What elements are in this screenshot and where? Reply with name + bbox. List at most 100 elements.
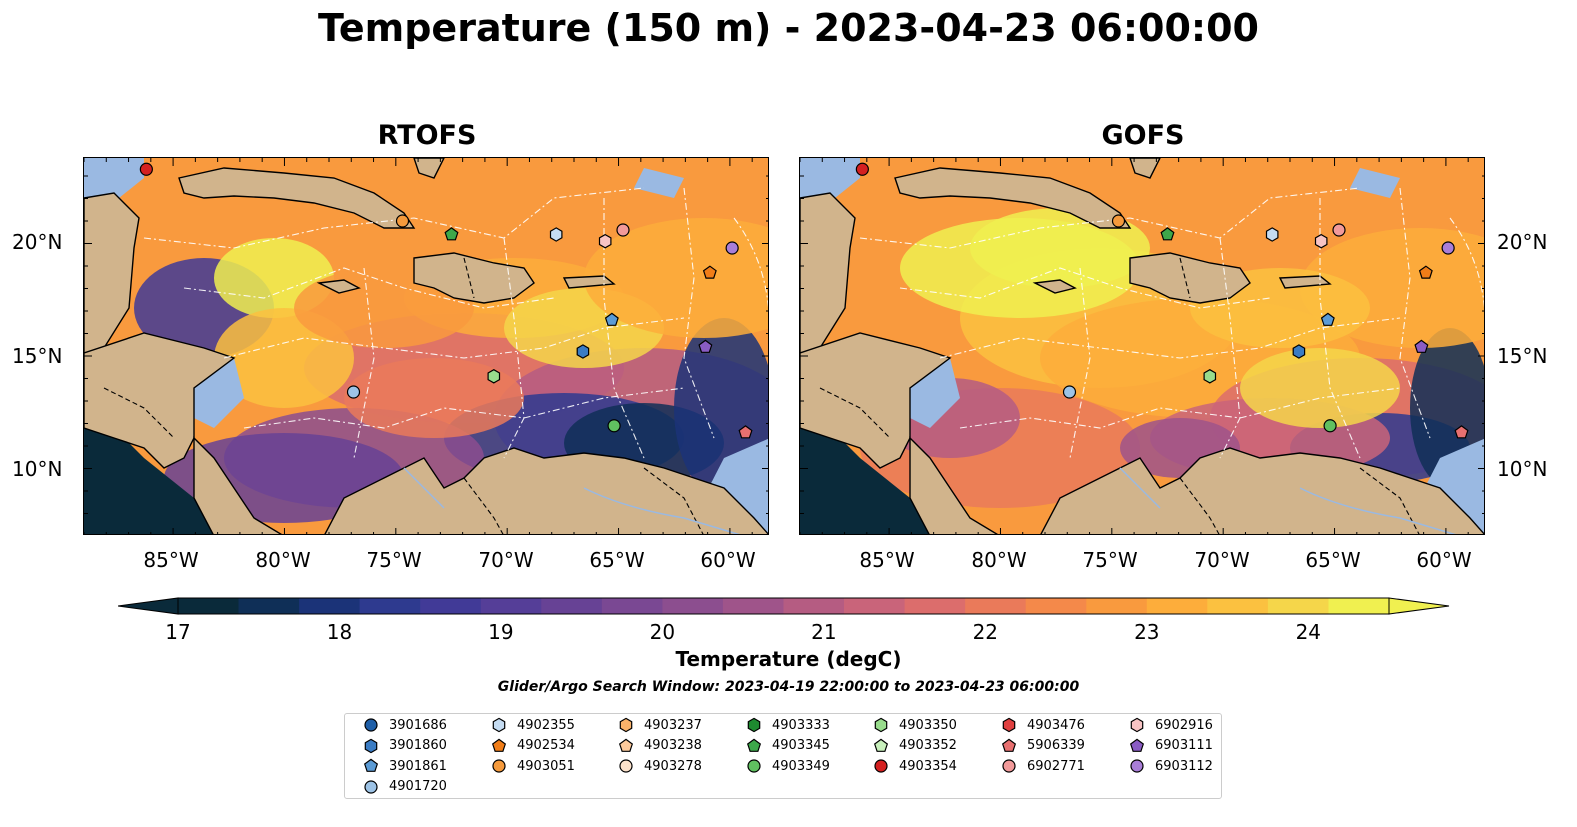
colorbar-label: Temperature (degC) bbox=[0, 647, 1577, 671]
float-6902771[interactable] bbox=[617, 224, 629, 236]
colorbar-segment bbox=[1147, 598, 1208, 614]
circle-marker-icon[interactable] bbox=[748, 760, 760, 772]
pentagon-marker-icon[interactable] bbox=[620, 739, 633, 751]
colorbar-segment bbox=[1268, 598, 1329, 614]
colorbar-tick-label: 22 bbox=[973, 620, 998, 644]
colorbar-segment bbox=[662, 598, 723, 614]
float-4903051[interactable] bbox=[397, 215, 409, 227]
lon-label-85w-left: 85°W bbox=[143, 548, 198, 572]
pentagon-marker-icon[interactable] bbox=[748, 739, 761, 751]
legend-item-label: 4901720 bbox=[389, 779, 447, 794]
legend-item-label: 3901860 bbox=[389, 738, 447, 753]
legend-item-label: 4903345 bbox=[772, 738, 830, 753]
legend-item-label: 6903112 bbox=[1155, 759, 1213, 774]
hexagon-marker-icon[interactable] bbox=[1131, 718, 1142, 731]
float-6903112[interactable] bbox=[726, 242, 738, 254]
legend-item-4903051: 4903051 bbox=[491, 757, 575, 775]
legend-item-4902355: 4902355 bbox=[491, 716, 575, 734]
lon-label-60w-left: 60°W bbox=[700, 548, 755, 572]
legend-item-label: 4903238 bbox=[644, 738, 702, 753]
float-3901860[interactable] bbox=[1293, 345, 1304, 358]
hexagon-marker-icon[interactable] bbox=[493, 718, 504, 731]
colorbar-tick-label: 23 bbox=[1134, 620, 1159, 644]
pentagon-marker-icon[interactable] bbox=[1003, 739, 1016, 751]
circle-marker-icon[interactable] bbox=[365, 719, 377, 731]
float-3901860[interactable] bbox=[577, 345, 588, 358]
circle-marker-icon[interactable] bbox=[1131, 760, 1143, 772]
colorbar-segment bbox=[481, 598, 542, 614]
pentagon-marker-icon[interactable] bbox=[365, 759, 378, 771]
circle-marker-icon[interactable] bbox=[875, 760, 887, 772]
lat-label-20n-right: 20°N bbox=[1497, 230, 1547, 254]
float-4901720[interactable] bbox=[348, 386, 360, 398]
float-4903051[interactable] bbox=[1113, 215, 1125, 227]
colorbar-tick-label: 24 bbox=[1296, 620, 1321, 644]
lat-label-15n-left: 15°N bbox=[12, 344, 62, 368]
lon-label-80w-left: 80°W bbox=[255, 548, 310, 572]
gofs-map[interactable] bbox=[799, 157, 1485, 535]
figure-title: Temperature (150 m) - 2023-04-23 06:00:0… bbox=[0, 6, 1577, 50]
search-window-text: Glider/Argo Search Window: 2023-04-19 22… bbox=[0, 679, 1577, 695]
colorbar-tick-label: 20 bbox=[650, 620, 675, 644]
colorbar-segment bbox=[1026, 598, 1087, 614]
rtofs-map[interactable] bbox=[83, 157, 769, 535]
colorbar-tick-label: 18 bbox=[327, 620, 352, 644]
hexagon-marker-icon[interactable] bbox=[365, 739, 376, 752]
hexagon-marker-icon[interactable] bbox=[748, 718, 759, 731]
legend-item-4903350: 4903350 bbox=[873, 716, 957, 734]
float-legend: 3901686 3901860 3901861 4901720 4902355 49025… bbox=[344, 713, 1222, 799]
legend-item-label: 4903051 bbox=[517, 759, 575, 774]
float-6902771[interactable] bbox=[1333, 224, 1345, 236]
legend-item-label: 4903476 bbox=[1027, 718, 1085, 733]
legend-item-label: 4903278 bbox=[644, 759, 702, 774]
hexagon-marker-icon[interactable] bbox=[620, 718, 631, 731]
float-4903350[interactable] bbox=[488, 370, 499, 383]
float-4902355[interactable] bbox=[551, 228, 562, 241]
float-4903354[interactable] bbox=[140, 163, 152, 175]
float-4903350[interactable] bbox=[1204, 370, 1215, 383]
legend-item-6902771: 6902771 bbox=[1001, 757, 1085, 775]
colorbar-segment bbox=[844, 598, 905, 614]
pentagon-marker-icon[interactable] bbox=[493, 739, 506, 751]
legend-item-4902534: 4902534 bbox=[491, 737, 575, 755]
colorbar-tick-label: 19 bbox=[488, 620, 513, 644]
float-4903349[interactable] bbox=[608, 420, 620, 432]
legend-item-label: 4903349 bbox=[772, 759, 830, 774]
colorbar-extend-max bbox=[1389, 598, 1449, 614]
circle-marker-icon[interactable] bbox=[365, 781, 377, 793]
legend-item-label: 6902916 bbox=[1155, 718, 1213, 733]
pentagon-marker-icon[interactable] bbox=[875, 739, 888, 751]
colorbar-segment bbox=[239, 598, 300, 614]
float-4902355[interactable] bbox=[1267, 228, 1278, 241]
lon-label-85w-right: 85°W bbox=[859, 548, 914, 572]
lat-label-20n-left: 20°N bbox=[12, 230, 62, 254]
legend-item-4903345: 4903345 bbox=[746, 737, 830, 755]
float-4903349[interactable] bbox=[1324, 420, 1336, 432]
circle-marker-icon[interactable] bbox=[493, 760, 505, 772]
colorbar-tick-label: 17 bbox=[165, 620, 190, 644]
legend-item-label: 4903350 bbox=[899, 718, 957, 733]
float-4901720[interactable] bbox=[1064, 386, 1076, 398]
legend-item-3901860: 3901860 bbox=[363, 737, 447, 755]
hexagon-marker-icon[interactable] bbox=[875, 718, 886, 731]
circle-marker-icon[interactable] bbox=[1003, 760, 1015, 772]
circle-marker-icon[interactable] bbox=[620, 760, 632, 772]
legend-item-label: 4902534 bbox=[517, 738, 575, 753]
legend-item-label: 4903352 bbox=[899, 738, 957, 753]
hexagon-marker-icon[interactable] bbox=[1003, 718, 1014, 731]
pentagon-marker-icon[interactable] bbox=[1131, 739, 1144, 751]
legend-item-label: 4903333 bbox=[772, 718, 830, 733]
float-6903112[interactable] bbox=[1442, 242, 1454, 254]
legend-item-label: 6902771 bbox=[1027, 759, 1085, 774]
float-4903354[interactable] bbox=[856, 163, 868, 175]
colorbar-segment bbox=[1086, 598, 1147, 614]
legend-item-4903238: 4903238 bbox=[618, 737, 702, 755]
float-6902916[interactable] bbox=[600, 235, 611, 248]
legend-item-4903349: 4903349 bbox=[746, 757, 830, 775]
legend-item-6902916: 6902916 bbox=[1129, 716, 1213, 734]
lon-label-65w-right: 65°W bbox=[1305, 548, 1360, 572]
legend-item-6903111: 6903111 bbox=[1129, 737, 1213, 755]
float-6902916[interactable] bbox=[1316, 235, 1327, 248]
lon-label-65w-left: 65°W bbox=[589, 548, 644, 572]
legend-item-4903333: 4903333 bbox=[746, 716, 830, 734]
